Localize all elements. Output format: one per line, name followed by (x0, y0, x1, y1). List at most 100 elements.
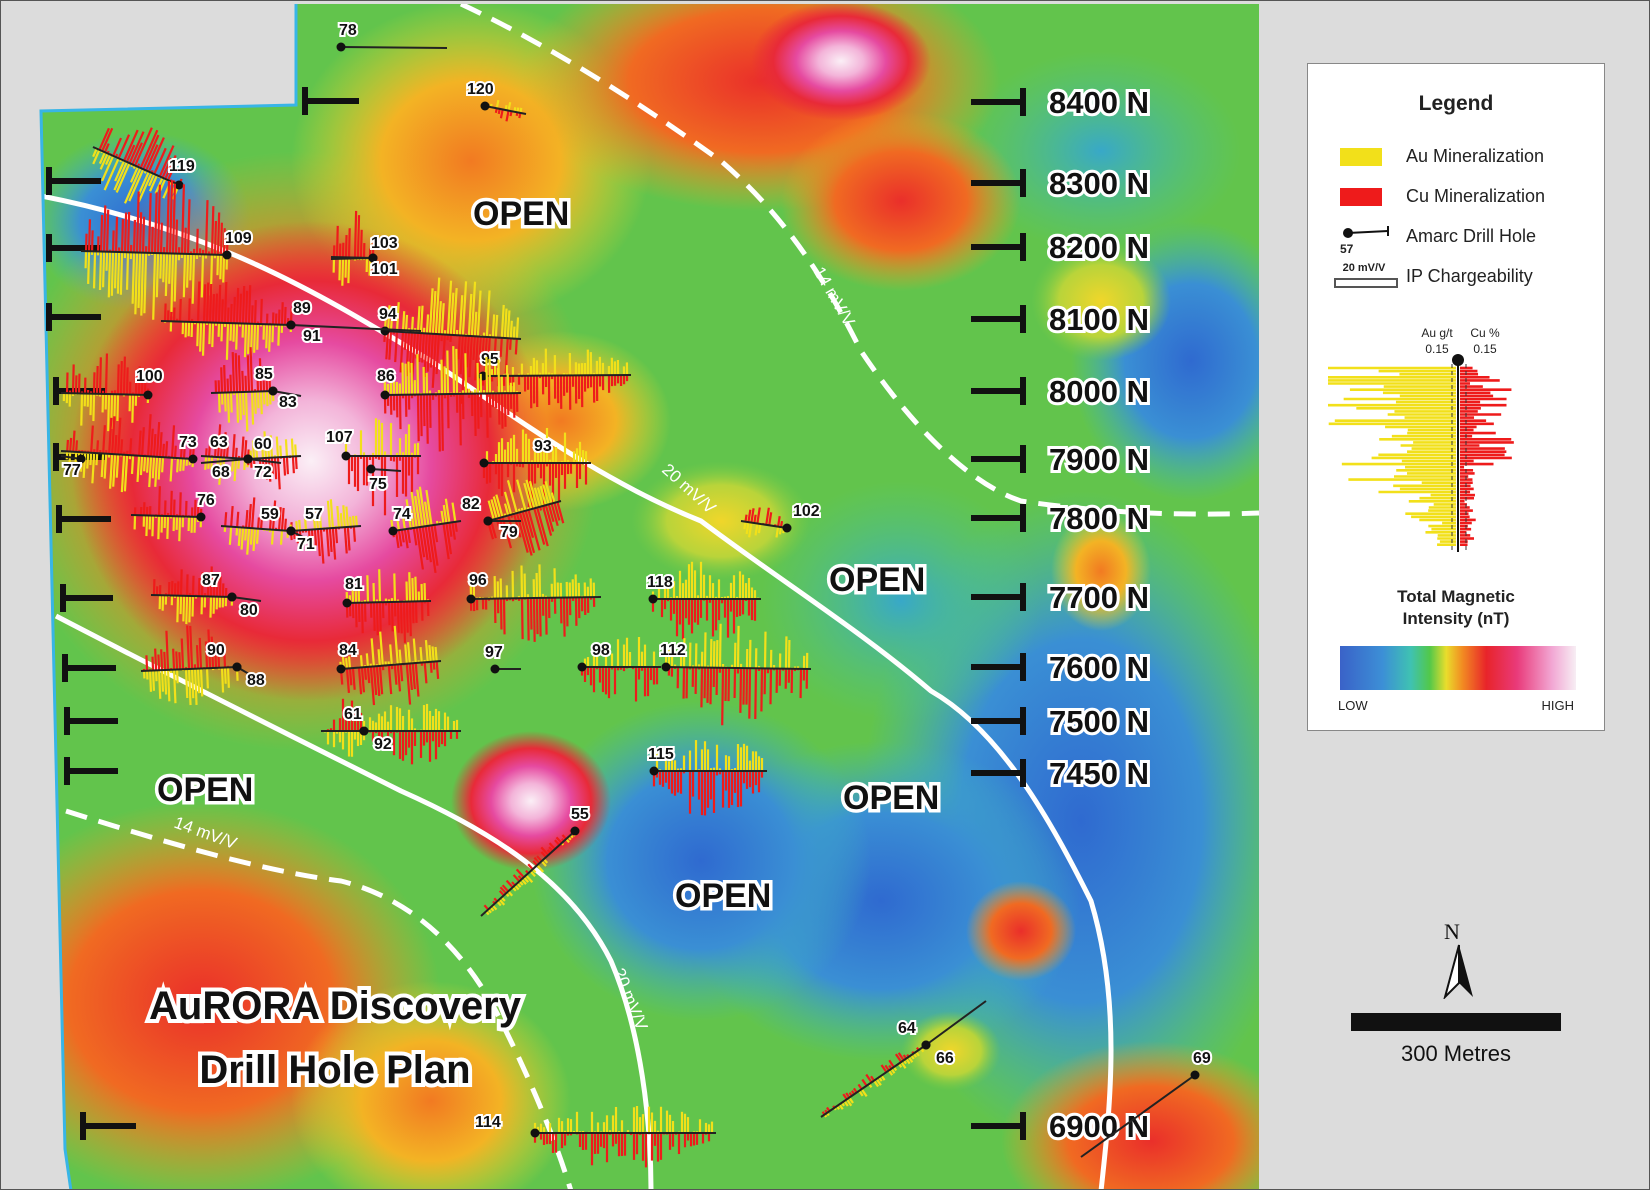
drill-hole-97[interactable]: 97 (483, 642, 521, 674)
drill-hole-label: 102 (793, 503, 820, 520)
au-mineralization-bar (542, 484, 550, 505)
au-mineralization-bar (145, 456, 150, 473)
drill-hole-109[interactable]: 109 (80, 180, 254, 320)
drill-collar (174, 180, 184, 190)
cu-mineralization-bar (101, 127, 114, 152)
au-mineralization-bar (487, 500, 495, 520)
drill-hole-112[interactable]: 112 (658, 623, 812, 726)
drill-trace (384, 392, 522, 396)
au-mineralization-bar (226, 392, 231, 423)
drill-hole-120[interactable]: 120 (465, 79, 527, 122)
drill-hole-55[interactable]: 55 (480, 804, 591, 917)
cu-mineralization-bar (132, 219, 137, 253)
drill-hole-60[interactable]: 60 (243, 431, 302, 490)
drill-hole-71[interactable]: 71 (286, 526, 317, 555)
drill-hole-57[interactable]: 57 (286, 499, 362, 564)
au-mineralization-bar (148, 670, 153, 692)
drill-hole-114[interactable]: 114 (473, 1106, 716, 1168)
drill-trace (820, 1044, 927, 1118)
drill-hole-79[interactable]: 79 (483, 516, 522, 543)
drill-collar (286, 526, 296, 536)
drill-hole-85[interactable]: 85 (210, 347, 278, 432)
drill-hole-107[interactable]: 107 (324, 418, 421, 516)
au-mineralization-bar (743, 521, 747, 530)
cu-mineralization-bar (406, 528, 411, 544)
cu-mineralization-bar (405, 332, 411, 377)
cu-mineralization-bar (159, 222, 163, 254)
drill-hole-96[interactable]: 96 (466, 564, 602, 642)
au-mineralization-bar (907, 1056, 914, 1063)
drill-hole-82[interactable]: 82 (460, 479, 565, 556)
drill-hole-72[interactable]: 72 (243, 454, 282, 483)
drill-hole-68[interactable]: 68 (200, 454, 253, 483)
drill-hole-label: 115 (648, 746, 674, 763)
drill-trace (925, 1000, 987, 1046)
au-mineralization-bar (446, 350, 450, 395)
cu-mineralization-bar (185, 574, 189, 596)
au-mineralization-bar (253, 323, 257, 353)
drill-trace (200, 458, 249, 464)
cu-mineralization-bar (250, 305, 254, 324)
map-title: AuRORA Discovery Drill Hole Plan (145, 980, 526, 1096)
cu-mineralization-bar (213, 434, 218, 457)
drill-hole-80[interactable]: 80 (227, 592, 262, 621)
cu-mineralization-bar (216, 424, 222, 458)
cu-mineralization-bar (779, 520, 784, 528)
drill-hole-63[interactable]: 63 (200, 424, 253, 485)
au-mineralization-bar (516, 479, 527, 511)
drill-hole-69[interactable]: 69 (1080, 1048, 1213, 1158)
drill-hole-90[interactable]: 90 (140, 625, 242, 706)
au-mineralization-bar (336, 505, 340, 528)
cu-mineralization-bar (186, 625, 191, 670)
open-label: OPEN (473, 195, 569, 233)
au-mineralization-bar (294, 444, 298, 457)
cu-mineralization-bar (171, 183, 177, 254)
drill-hole-119[interactable]: 119 (92, 127, 197, 204)
au-mineralization-bar (164, 253, 169, 297)
au-mineralization-bar (187, 668, 192, 706)
drill-hole-66[interactable]: 66 (921, 1000, 987, 1069)
au-mineralization-bar (745, 521, 750, 535)
au-mineralization-bar (191, 596, 195, 617)
drill-hole-100[interactable]: 100 (60, 353, 165, 432)
cu-mineralization-bar (183, 227, 187, 254)
cu-mineralization-bar (414, 662, 420, 697)
drill-hole-88[interactable]: 88 (232, 662, 267, 691)
drill-hole-78[interactable]: 78 (336, 20, 448, 52)
drill-hole-86[interactable]: 86 (375, 346, 522, 452)
drill-hole-118[interactable]: 118 (645, 561, 761, 640)
au-mineralization-bar (253, 391, 257, 414)
drill-hole-92[interactable]: 92 (359, 703, 462, 765)
au-mineralization-bar (778, 526, 783, 535)
cu-mineralization-bar (140, 427, 145, 456)
drill-hole-76[interactable]: 76 (130, 486, 217, 542)
cu-mineralization-bar (421, 526, 429, 561)
drill-hole-81[interactable]: 81 (342, 569, 432, 643)
cu-mineralization-bar (222, 432, 227, 458)
drill-trace (290, 324, 422, 332)
drill-trace (392, 520, 462, 532)
drill-hole-102[interactable]: 102 (740, 501, 822, 538)
cu-mineralization-bar (430, 525, 439, 566)
drill-hole-101[interactable]: 101 (330, 253, 400, 280)
cu-mineralization-bar (533, 856, 541, 864)
drill-hole-103[interactable]: 103 (330, 210, 400, 286)
drill-hole-74[interactable]: 74 (388, 486, 462, 574)
drill-hole-91[interactable]: 91 (286, 320, 422, 347)
drill-hole-87[interactable]: 87 (150, 566, 237, 625)
au-mineralization-bar (389, 644, 393, 666)
cu-mineralization-bar (114, 435, 118, 455)
drill-hole-label: 96 (469, 572, 487, 589)
drill-trace (247, 458, 282, 464)
drill-hole-75[interactable]: 75 (366, 464, 402, 495)
drill-hole-59[interactable]: 59 (220, 497, 296, 555)
drill-hole-83[interactable]: 83 (268, 386, 302, 413)
drill-hole-98[interactable]: 98 (577, 637, 662, 702)
cu-mineralization-bar (357, 667, 363, 695)
drill-hole-115[interactable]: 115 (646, 740, 767, 816)
drill-hole-84[interactable]: 84 (336, 625, 442, 706)
drill-hole-77[interactable]: 77 (60, 454, 86, 481)
cu-mineralization-bar (146, 414, 152, 457)
section-ticks-right (971, 88, 1026, 1140)
drill-hole-89[interactable]: 89 (160, 281, 313, 360)
